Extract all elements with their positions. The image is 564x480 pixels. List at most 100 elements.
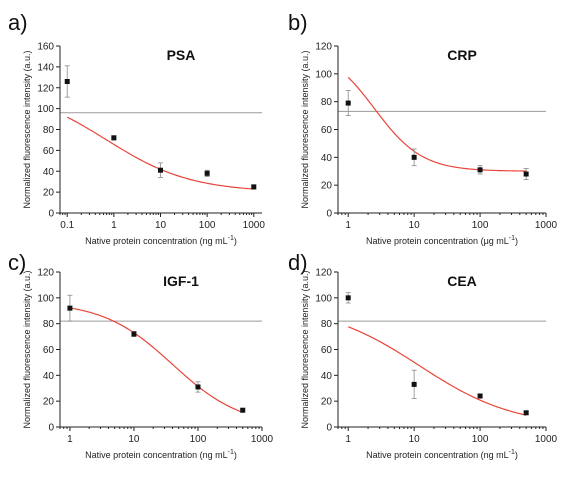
data-point <box>67 305 73 311</box>
y-axis-label: Normalized fluorescence intensity (a.u.) <box>300 50 310 208</box>
fit-curve <box>69 307 243 413</box>
x-axis-label: Native protein concentration (μg mL-1) <box>366 235 518 246</box>
y-tick-label: 100 <box>315 69 332 80</box>
x-tick-label: 1 <box>111 220 117 231</box>
x-tick-label: 1 <box>345 434 351 445</box>
y-tick-label: 80 <box>321 319 333 330</box>
y-tick-label: 140 <box>37 62 54 73</box>
data-point <box>345 100 351 106</box>
x-tick-label: 1000 <box>535 434 558 445</box>
y-tick-label: 120 <box>37 83 54 94</box>
y-tick-label: 0 <box>48 423 54 434</box>
fit-curve <box>347 76 527 172</box>
y-tick-label: 20 <box>43 188 55 199</box>
y-tick-label: 0 <box>326 209 332 220</box>
panel-letter: d) <box>288 250 308 275</box>
y-tick-label: 60 <box>321 345 333 356</box>
x-tick-label: 0.1 <box>60 220 74 231</box>
x-axis-label-end: ) <box>234 450 237 460</box>
data-point <box>64 78 70 84</box>
data-point <box>204 170 210 176</box>
data-point <box>523 410 529 416</box>
y-tick-label: 120 <box>315 268 332 279</box>
x-axis-label-main: Native protein concentration (ng mL <box>85 450 228 460</box>
x-tick-label: 100 <box>472 434 489 445</box>
x-tick-label: 100 <box>472 220 489 231</box>
x-tick-label: 100 <box>190 434 207 445</box>
x-tick-label: 1000 <box>243 220 266 231</box>
data-point <box>158 167 164 173</box>
y-axis-label: Normalized fluorescence intensity (a.u.) <box>22 270 32 428</box>
y-tick-label: 40 <box>321 153 333 164</box>
y-tick-label: 60 <box>43 146 55 157</box>
data-point <box>251 184 257 190</box>
chart-title: CEA <box>447 273 477 289</box>
y-axis-label: Normalized fluorescence intensity (a.u.) <box>22 50 32 208</box>
fit-curve <box>347 326 527 416</box>
y-tick-label: 100 <box>37 293 54 304</box>
y-tick-label: 60 <box>43 345 55 356</box>
y-tick-label: 20 <box>321 397 333 408</box>
x-axis-label-superscript: -1 <box>228 235 234 242</box>
data-point <box>477 393 483 399</box>
y-tick-label: 60 <box>321 125 333 136</box>
y-tick-label: 100 <box>37 104 54 115</box>
panel-letter: b) <box>288 10 308 35</box>
x-axis-label: Native protein concentration (ng mL-1) <box>85 449 237 460</box>
x-axis-label-superscript: -1 <box>509 235 515 242</box>
y-tick-label: 80 <box>43 125 55 136</box>
data-point <box>477 167 483 173</box>
x-axis-label: Native protein concentration (ng mL-1) <box>366 449 518 460</box>
data-point <box>240 407 246 413</box>
data-point <box>131 331 137 337</box>
x-tick-label: 100 <box>199 220 216 231</box>
x-tick-label: 10 <box>409 434 421 445</box>
y-tick-label: 120 <box>37 268 54 279</box>
x-tick-label: 1 <box>345 220 351 231</box>
y-tick-label: 120 <box>315 42 332 53</box>
y-tick-label: 0 <box>48 209 54 220</box>
x-axis-label-main: Native protein concentration (ng mL <box>85 236 228 246</box>
x-tick-label: 1 <box>67 434 73 445</box>
y-tick-label: 80 <box>43 319 55 330</box>
x-tick-label: 1000 <box>535 220 558 231</box>
y-tick-label: 0 <box>326 423 332 434</box>
panel-letter: c) <box>8 250 26 275</box>
chart-panel-1: a) PSA 0 20 40 60 80 100 120 140 160 0.1 1 10 100 1000 N… <box>8 10 265 246</box>
y-tick-label: 80 <box>321 97 333 108</box>
data-point <box>111 135 117 141</box>
y-tick-label: 160 <box>37 42 54 53</box>
x-tick-label: 10 <box>155 220 167 231</box>
y-tick-label: 20 <box>43 397 55 408</box>
y-axis-label: Normalized fluorescence intensity (a.u.) <box>300 270 310 428</box>
x-axis-label-superscript: -1 <box>228 449 234 456</box>
y-tick-label: 20 <box>321 181 333 192</box>
x-axis-label-superscript: -1 <box>509 449 515 456</box>
y-tick-label: 100 <box>315 293 332 304</box>
x-axis-label: Native protein concentration (ng mL-1) <box>85 235 237 246</box>
x-tick-label: 1000 <box>251 434 274 445</box>
y-tick-label: 40 <box>321 371 333 382</box>
x-axis-label-main: Native protein concentration (ng mL <box>366 450 509 460</box>
y-tick-label: 40 <box>43 371 55 382</box>
x-tick-label: 10 <box>128 434 140 445</box>
x-axis-label-end: ) <box>515 450 518 460</box>
fit-curve <box>66 116 254 190</box>
data-point <box>411 381 417 387</box>
chart-title: PSA <box>167 47 196 63</box>
x-tick-label: 10 <box>409 220 421 231</box>
chart-title: IGF-1 <box>163 273 199 289</box>
x-axis-label-end: ) <box>515 236 518 246</box>
panel-letter: a) <box>8 10 28 35</box>
data-point <box>195 384 201 390</box>
y-tick-label: 40 <box>43 167 55 178</box>
data-point <box>345 295 351 301</box>
chart-title: CRP <box>447 47 477 63</box>
x-axis-label-end: ) <box>234 236 237 246</box>
data-point <box>523 171 529 177</box>
data-point <box>411 154 417 160</box>
